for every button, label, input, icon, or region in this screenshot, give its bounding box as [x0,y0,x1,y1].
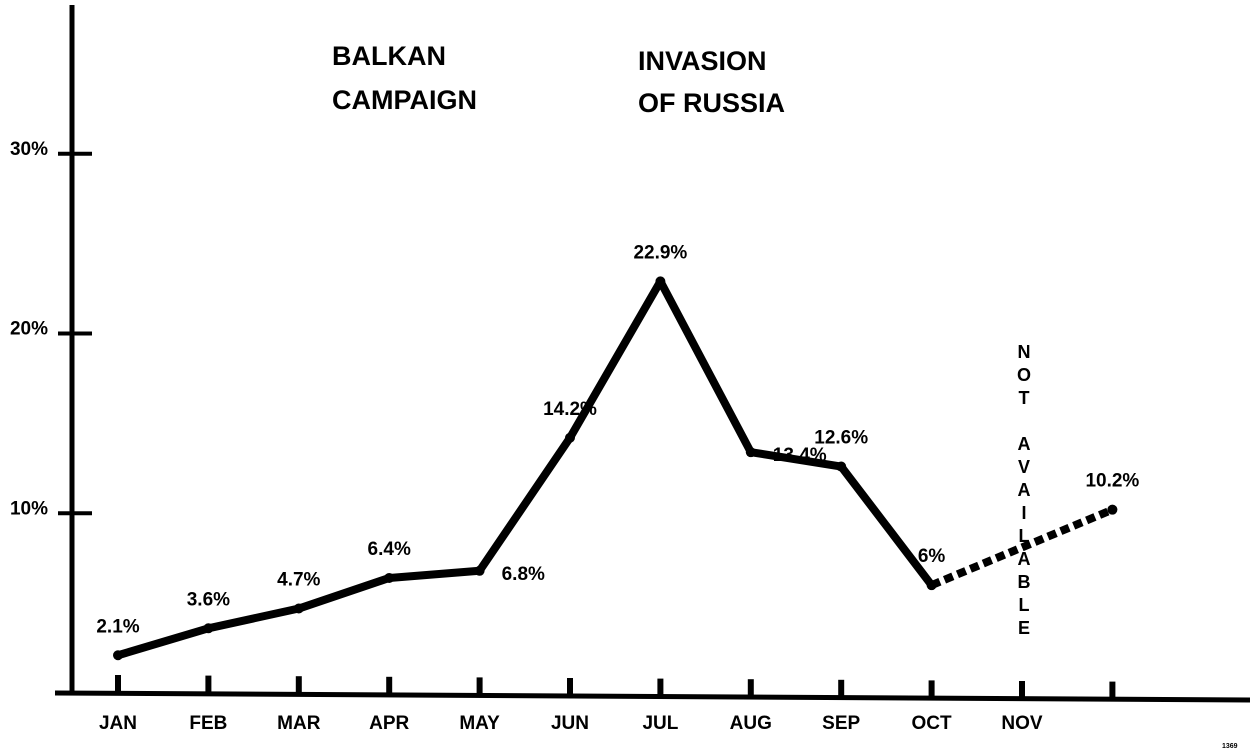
point [113,650,123,661]
annotation: CAMPAIGN [332,85,477,115]
annotation: INVASION [638,46,767,76]
data-label: 3.6% [187,589,230,610]
point [745,447,756,458]
data-label: 6.4% [368,539,411,560]
point [655,276,666,287]
data-label: 12.6% [814,428,868,449]
y-tick-label: 30% [10,139,48,160]
x-tick-label: NOV [1001,713,1043,734]
point [293,603,304,614]
annotation: NOT AVAILABLE [1014,342,1034,641]
x-tick-label: FEB [189,713,227,734]
point [926,580,937,591]
x-tick-label: MAY [459,713,500,734]
y-tick-label: 10% [10,498,48,519]
point [384,572,395,583]
line [116,277,935,660]
annotation: OF RUSSIA [638,88,785,118]
data-label: 6% [918,546,946,567]
x-tick-label: APR [369,713,409,734]
data-label: 10.2% [1085,471,1139,492]
estimated-line [930,505,1114,589]
data-label: 4.7% [277,570,320,591]
point [836,461,847,472]
y-tick-label: 20% [10,319,48,340]
annotation: BALKAN [332,41,446,71]
x-tick-label: AUG [730,713,772,734]
point [203,623,214,634]
point [1107,504,1118,515]
data-label: 22.9% [633,242,687,263]
point [565,432,575,443]
annotation: 1369 [1222,743,1238,750]
data-label: 13.4% [773,445,827,466]
x-tick-label: JAN [99,713,137,734]
data-label: 2.1% [96,616,139,637]
point [474,565,485,576]
data-label: 14.2% [543,399,597,420]
x-tick-label: JUN [551,713,589,734]
x-tick-label: JUL [642,713,678,734]
x-tick-label: OCT [912,713,953,734]
x-tick-label: MAR [277,713,321,734]
x-axis [54,690,1251,703]
x-tick-label: SEP [822,713,860,734]
data-label: 6.8% [502,564,545,585]
